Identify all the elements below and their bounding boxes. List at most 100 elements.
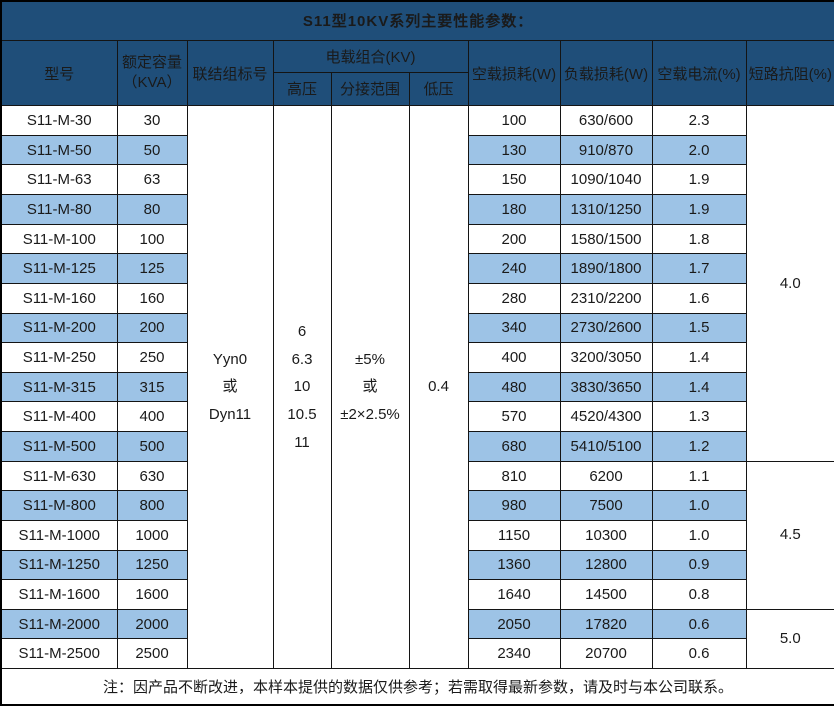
capacity-cell: 2000 (116, 608, 188, 640)
table-row: S11-M-315 315 480 3830/3650 1.4 (0, 371, 834, 403)
capacity-cell: 125 (116, 253, 188, 284)
no-load-current-cell: 1.9 (651, 164, 747, 196)
high-voltage-cell: 6 6.3 10 10.5 11 (272, 105, 332, 670)
page-title: S11型10KV系列主要性能参数： (0, 0, 834, 41)
capacity-cell: 1250 (116, 549, 188, 581)
no-load-loss-cell: 240 (467, 253, 561, 284)
no-load-loss-cell: 130 (467, 134, 561, 166)
no-load-current-cell: 1.2 (651, 431, 747, 462)
header-no-load-current: 空载电流(%) (651, 39, 747, 107)
table-row: S11-M-500 500 680 5410/5100 1.2 (0, 431, 834, 462)
table-row: S11-M-125 125 240 1890/1800 1.7 (0, 253, 834, 284)
header-connection: 联结组标号 (186, 39, 274, 107)
model-cell: S11-M-125 (0, 253, 118, 284)
load-loss-cell: 910/870 (559, 134, 653, 166)
model-cell: S11-M-500 (0, 431, 118, 462)
model-cell: S11-M-250 (0, 342, 118, 373)
capacity-cell: 50 (116, 134, 188, 166)
no-load-loss-cell: 1640 (467, 579, 561, 610)
load-loss-cell: 4520/4300 (559, 401, 653, 433)
no-load-loss-cell: 570 (467, 401, 561, 433)
no-load-current-cell: 1.6 (651, 282, 747, 314)
tap-range-cell: ±5% 或 ±2×2.5% (330, 105, 410, 670)
table-row: S11-M-200 200 340 2730/2600 1.5 (0, 312, 834, 344)
model-cell: S11-M-200 (0, 312, 118, 344)
model-cell: S11-M-630 (0, 460, 118, 492)
model-cell: S11-M-315 (0, 371, 118, 403)
load-loss-cell: 10300 (559, 519, 653, 551)
no-load-current-cell: 1.3 (651, 401, 747, 433)
capacity-cell: 1600 (116, 579, 188, 610)
model-cell: S11-M-800 (0, 490, 118, 521)
no-load-loss-cell: 1360 (467, 549, 561, 581)
load-loss-cell: 17820 (559, 608, 653, 640)
load-loss-cell: 14500 (559, 579, 653, 610)
load-loss-cell: 7500 (559, 490, 653, 521)
capacity-cell: 400 (116, 401, 188, 433)
no-load-current-cell: 2.3 (651, 105, 747, 136)
no-load-current-cell: 1.8 (651, 223, 747, 255)
no-load-current-cell: 1.5 (651, 312, 747, 344)
header-row-2: 高压 分接范围 低压 (1, 71, 834, 107)
model-cell: S11-M-50 (0, 134, 118, 166)
model-cell: S11-M-1000 (0, 519, 118, 551)
capacity-cell: 2500 (116, 638, 188, 670)
no-load-current-cell: 0.6 (651, 608, 747, 640)
footer-row: 注：因产品不断改进，本样本提供的数据仅供参考；若需取得最新参数，请及时与本公司联… (0, 668, 834, 706)
no-load-current-cell: 1.0 (651, 519, 747, 551)
load-loss-cell: 3200/3050 (559, 342, 653, 373)
load-loss-cell: 630/600 (559, 105, 653, 136)
load-loss-cell: 1310/1250 (559, 194, 653, 225)
no-load-loss-cell: 150 (467, 164, 561, 196)
no-load-current-cell: 1.0 (651, 490, 747, 521)
model-cell: S11-M-30 (0, 105, 118, 136)
model-cell: S11-M-2000 (0, 608, 118, 640)
table-row: S11-M-160 160 280 2310/2200 1.6 (0, 282, 834, 314)
no-load-loss-cell: 400 (467, 342, 561, 373)
no-load-loss-cell: 200 (467, 223, 561, 255)
connection-group-cell: Yyn0 或 Dyn11 (186, 105, 274, 670)
load-loss-cell: 5410/5100 (559, 431, 653, 462)
impedance-cell: 5.0 (745, 608, 834, 670)
capacity-cell: 160 (116, 282, 188, 314)
header-low-voltage: 低压 (408, 71, 469, 107)
no-load-loss-cell: 280 (467, 282, 561, 314)
model-cell: S11-M-1600 (0, 579, 118, 610)
header-row-1: 型号 额定容量 （KVA） 联结组标号 电载组合(KV) 空载损耗(W) 负载损… (0, 39, 834, 107)
load-loss-cell: 1090/1040 (559, 164, 653, 196)
model-cell: S11-M-400 (0, 401, 118, 433)
header-no-load-loss: 空载损耗(W) (467, 39, 561, 107)
load-loss-cell: 12800 (559, 549, 653, 581)
impedance-cell: 4.5 (745, 460, 834, 610)
no-load-loss-cell: 340 (467, 312, 561, 344)
table-row: S11-M-100 100 200 1580/1500 1.8 (0, 223, 834, 255)
no-load-current-cell: 1.4 (651, 371, 747, 403)
capacity-cell: 100 (116, 223, 188, 255)
no-load-current-cell: 1.1 (651, 460, 747, 492)
title-row: S11型10KV系列主要性能参数： (0, 0, 834, 41)
no-load-loss-cell: 100 (467, 105, 561, 136)
table-row: S11-M-630 630 810 6200 1.1 4.5 (0, 460, 834, 610)
no-load-loss-cell: 2050 (467, 608, 561, 640)
no-load-current-cell: 0.8 (651, 579, 747, 610)
table-row: S11-M-1250 1250 1360 12800 0.9 (0, 549, 834, 581)
capacity-cell: 500 (116, 431, 188, 462)
capacity-cell: 315 (116, 371, 188, 403)
capacity-cell: 30 (116, 105, 188, 136)
header-impedance: 短路抗阻(%) (745, 39, 834, 107)
capacity-cell: 63 (116, 164, 188, 196)
load-loss-cell: 6200 (559, 460, 653, 492)
load-loss-cell: 1580/1500 (559, 223, 653, 255)
low-voltage-cell: 0.4 (408, 105, 469, 670)
table-row: S11-M-50 50 130 910/870 2.0 (0, 134, 834, 166)
capacity-cell: 1000 (116, 519, 188, 551)
table-row: S11-M-80 80 180 1310/1250 1.9 (0, 194, 834, 225)
no-load-loss-cell: 2340 (467, 638, 561, 670)
header-capacity: 额定容量 （KVA） (116, 39, 188, 107)
model-cell: S11-M-80 (0, 194, 118, 225)
no-load-loss-cell: 810 (467, 460, 561, 492)
no-load-current-cell: 0.6 (651, 638, 747, 670)
table-row: S11-M-800 800 980 7500 1.0 (0, 490, 834, 521)
no-load-current-cell: 0.9 (651, 549, 747, 581)
